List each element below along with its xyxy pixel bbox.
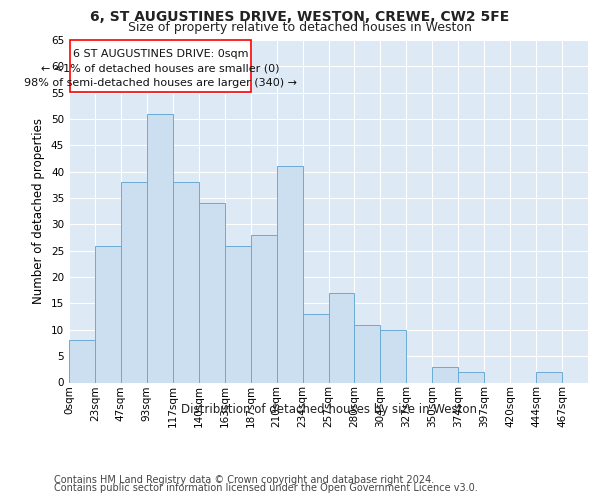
Bar	[147, 114, 173, 382]
Text: 6 ST AUGUSTINES DRIVE: 0sqm: 6 ST AUGUSTINES DRIVE: 0sqm	[73, 50, 248, 59]
Bar	[380, 330, 406, 382]
Text: ← <1% of detached houses are smaller (0): ← <1% of detached houses are smaller (0)	[41, 64, 280, 74]
Text: 6, ST AUGUSTINES DRIVE, WESTON, CREWE, CW2 5FE: 6, ST AUGUSTINES DRIVE, WESTON, CREWE, C…	[91, 10, 509, 24]
Bar	[173, 182, 199, 382]
Bar	[251, 235, 277, 382]
Text: Size of property relative to detached houses in Weston: Size of property relative to detached ho…	[128, 22, 472, 35]
Text: Distribution of detached houses by size in Weston: Distribution of detached houses by size …	[181, 402, 477, 415]
Bar	[329, 293, 355, 382]
Bar	[95, 246, 121, 382]
FancyBboxPatch shape	[70, 40, 251, 92]
Text: Contains HM Land Registry data © Crown copyright and database right 2024.: Contains HM Land Registry data © Crown c…	[54, 475, 434, 485]
Bar	[277, 166, 302, 382]
Bar	[121, 182, 147, 382]
Bar	[433, 366, 458, 382]
Bar	[458, 372, 484, 382]
Bar	[355, 324, 380, 382]
Bar	[302, 314, 329, 382]
Bar	[225, 246, 251, 382]
Text: 98% of semi-detached houses are larger (340) →: 98% of semi-detached houses are larger (…	[24, 78, 297, 88]
Bar	[536, 372, 562, 382]
Bar	[69, 340, 95, 382]
Bar	[199, 204, 224, 382]
Y-axis label: Number of detached properties: Number of detached properties	[32, 118, 46, 304]
Text: Contains public sector information licensed under the Open Government Licence v3: Contains public sector information licen…	[54, 483, 478, 493]
